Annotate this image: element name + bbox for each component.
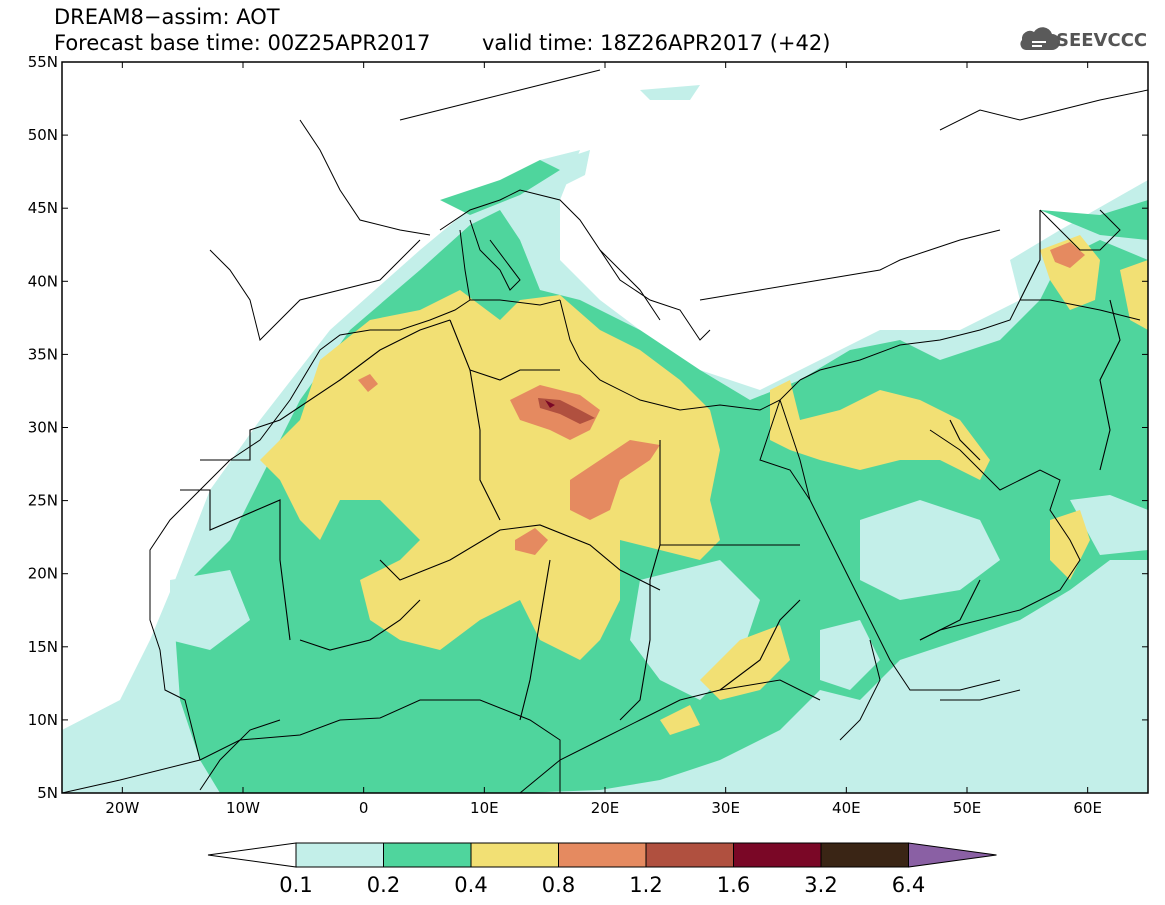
lat-tick-label: 5N	[37, 784, 58, 802]
colorbar-box	[645, 842, 734, 868]
lon-tick-label: 20E	[591, 799, 620, 817]
lat-tick-label: 20N	[28, 565, 58, 583]
colorbar-label: 1.6	[717, 873, 750, 897]
base-time: Forecast base time: 00Z25APR2017	[54, 31, 431, 55]
colorbar-label: 6.4	[892, 873, 925, 897]
cloud-icon	[1020, 27, 1060, 50]
colorbar-box	[558, 842, 647, 868]
colorbar-over-triangle	[908, 842, 997, 868]
colorbar-label: 3.2	[804, 873, 837, 897]
lat-tick-label: 25N	[28, 492, 58, 510]
lat-tick-label: 55N	[28, 53, 58, 71]
lat-tick-label: 15N	[28, 638, 58, 656]
map-title: DREAM8−assim: AOT	[54, 5, 280, 29]
lat-tick-label: 10N	[28, 711, 58, 729]
lat-tick-label: 35N	[28, 345, 58, 363]
colorbar-label: 0.1	[279, 873, 312, 897]
borders	[180, 210, 1121, 721]
colorbar-box	[733, 842, 822, 868]
lat-tick-label: 50N	[28, 126, 58, 144]
lon-tick-label: 60E	[1073, 799, 1102, 817]
colorbar-label: 1.2	[629, 873, 662, 897]
colorbar-box	[820, 842, 909, 868]
aot-field	[62, 62, 1148, 793]
lon-tick-label: 20W	[105, 799, 139, 817]
valid-time: valid time: 18Z26APR2017 (+42)	[482, 31, 831, 55]
forecast-times: Forecast base time: 00Z25APR2017 valid ti…	[54, 31, 830, 55]
lon-tick-label: 10E	[470, 799, 499, 817]
lon-tick-label: 0	[359, 799, 369, 817]
coastlines	[62, 69, 1148, 793]
lon-tick-label: 30E	[711, 799, 740, 817]
colorbar-box	[383, 842, 472, 868]
lon-tick-label: 40E	[832, 799, 861, 817]
lat-tick-label: 30N	[28, 419, 58, 437]
logo-text: SEEVCCC	[1056, 30, 1148, 51]
lon-tick-label: 50E	[953, 799, 982, 817]
lat-tick-label: 40N	[28, 272, 58, 290]
colorbar-under-triangle	[207, 842, 297, 868]
colorbar-box	[470, 842, 559, 868]
colorbar-label: 0.4	[454, 873, 487, 897]
lat-tick-label: 45N	[28, 199, 58, 217]
colorbar-label: 0.2	[367, 873, 400, 897]
colorbar-label: 0.8	[542, 873, 575, 897]
lon-tick-label: 10W	[226, 799, 260, 817]
colorbar-box	[295, 842, 384, 868]
